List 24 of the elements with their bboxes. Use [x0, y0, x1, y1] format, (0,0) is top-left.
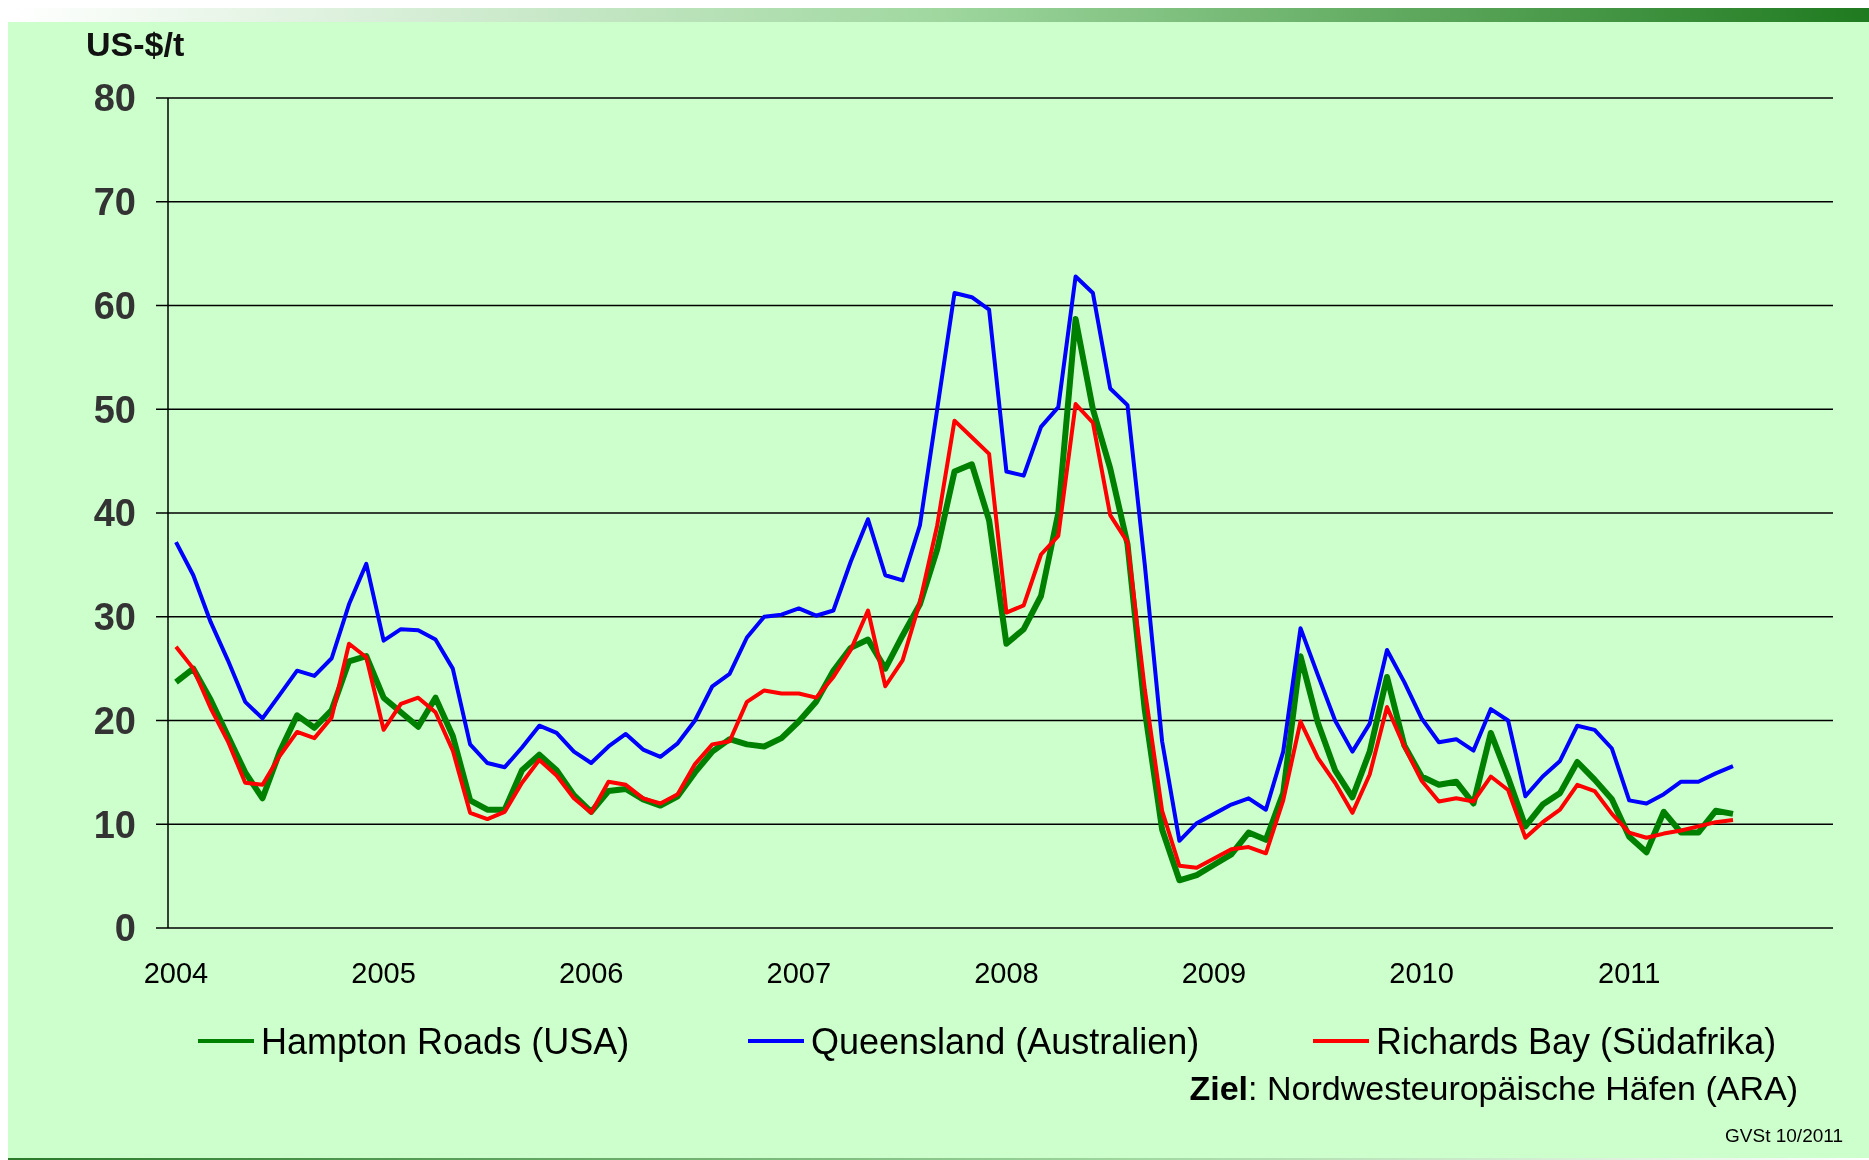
y-tick-label: 0 — [114, 907, 136, 950]
y-tick-label: 10 — [93, 803, 136, 846]
y-tick-label: 20 — [93, 699, 136, 742]
x-tick-label: 2008 — [974, 957, 1039, 989]
y-tick-label: 50 — [93, 388, 136, 431]
text: Ziel: Nordwesteuropäische Häfen (ARA) — [1189, 1068, 1798, 1107]
y-tick-label: 30 — [93, 596, 136, 639]
y-axis-title: US-$/t — [86, 25, 185, 63]
x-tick-label: 2004 — [143, 957, 209, 989]
x-tick-label: 2005 — [351, 957, 416, 989]
y-tick-label: 40 — [93, 492, 136, 535]
x-tick-label: 2010 — [1389, 957, 1454, 989]
x-tick-label: 2007 — [766, 957, 832, 989]
legend-label: Queensland (Australien) — [811, 1020, 1200, 1062]
text: GVSt 10/2011 — [1725, 1124, 1843, 1146]
x-tick-label: 2006 — [558, 957, 624, 989]
y-tick-label: 80 — [93, 77, 136, 120]
line-series — [174, 402, 1735, 870]
legend-label: Richards Bay (Südafrika) — [1376, 1020, 1777, 1062]
legend-label: Hampton Roads (USA) — [261, 1020, 630, 1062]
y-tick-label: 70 — [93, 181, 136, 224]
y-tick-label: 60 — [93, 284, 136, 327]
x-tick-label: 2011 — [1598, 957, 1661, 989]
x-tick-label: 2009 — [1181, 957, 1247, 989]
